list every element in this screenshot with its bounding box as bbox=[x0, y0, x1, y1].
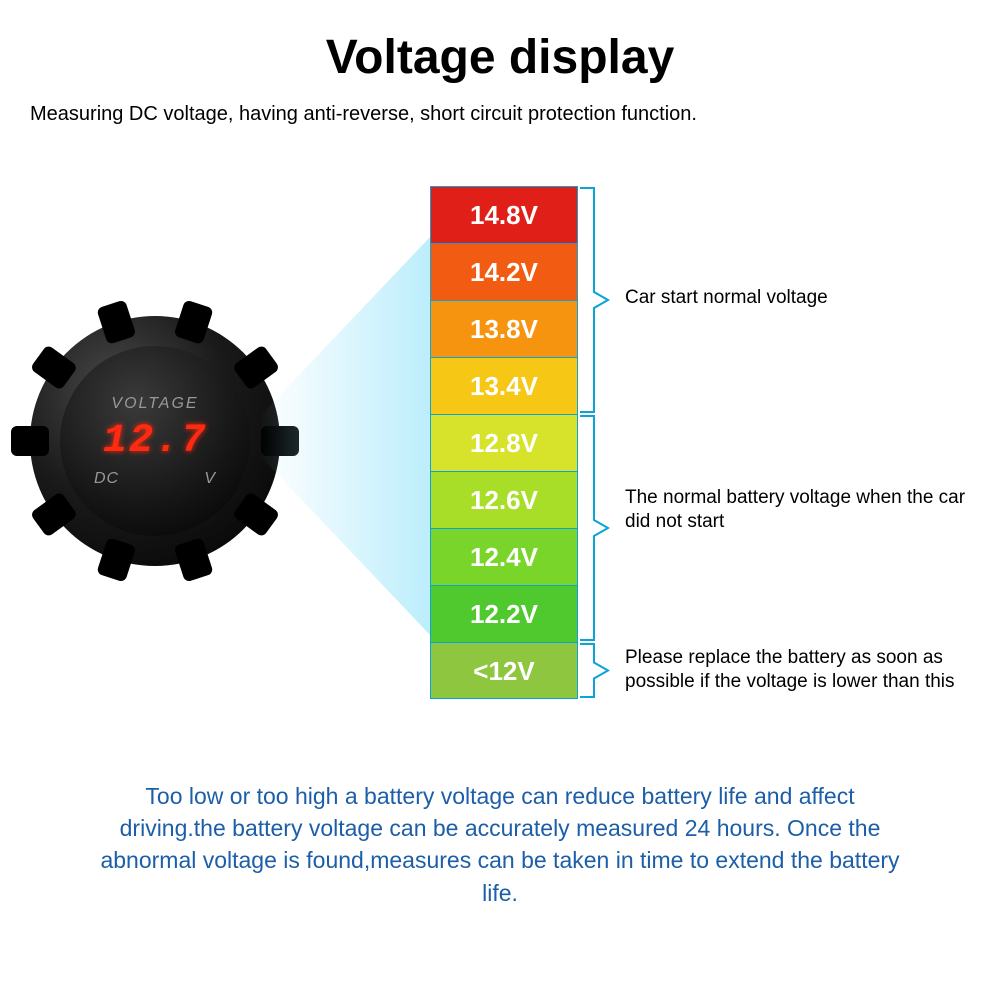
device-face: VOLTAGE 12.7 DC V bbox=[60, 346, 250, 536]
scale-annotation: Car start normal voltage bbox=[625, 286, 980, 310]
scale-annotation: Please replace the battery as soon as po… bbox=[625, 646, 980, 694]
voltmeter-device: VOLTAGE 12.7 DC V bbox=[30, 316, 280, 566]
scale-row: 13.8V bbox=[430, 300, 578, 357]
scale-row: 14.2V bbox=[430, 243, 578, 300]
device-label-voltage: VOLTAGE bbox=[111, 395, 198, 413]
scale-row: 12.8V bbox=[430, 414, 578, 471]
scale-row: 14.8V bbox=[430, 186, 578, 243]
scale-brackets bbox=[578, 186, 618, 700]
scale-row: 12.6V bbox=[430, 471, 578, 528]
voltage-reading: 12.7 bbox=[103, 419, 207, 464]
scale-row: 12.4V bbox=[430, 528, 578, 585]
scale-row: 12.2V bbox=[430, 585, 578, 642]
device-notch bbox=[11, 426, 49, 456]
page-subtitle: Measuring DC voltage, having anti-revers… bbox=[0, 85, 1000, 126]
page-title: Voltage display bbox=[0, 0, 1000, 85]
scale-annotation: The normal battery voltage when the car … bbox=[625, 486, 980, 534]
voltage-scale: 14.8V14.2V13.8V13.4V12.8V12.6V12.4V12.2V… bbox=[430, 186, 578, 699]
scale-row: 13.4V bbox=[430, 357, 578, 414]
main-graphic: VOLTAGE 12.7 DC V 14.8V14.2V13.8V13.4V12… bbox=[0, 156, 1000, 736]
device-label-v: V bbox=[204, 470, 216, 488]
scale-row: <12V bbox=[430, 642, 578, 699]
device-notch bbox=[261, 426, 299, 456]
device-label-dc: DC bbox=[94, 470, 119, 488]
footer-paragraph: Too low or too high a battery voltage ca… bbox=[0, 780, 1000, 909]
